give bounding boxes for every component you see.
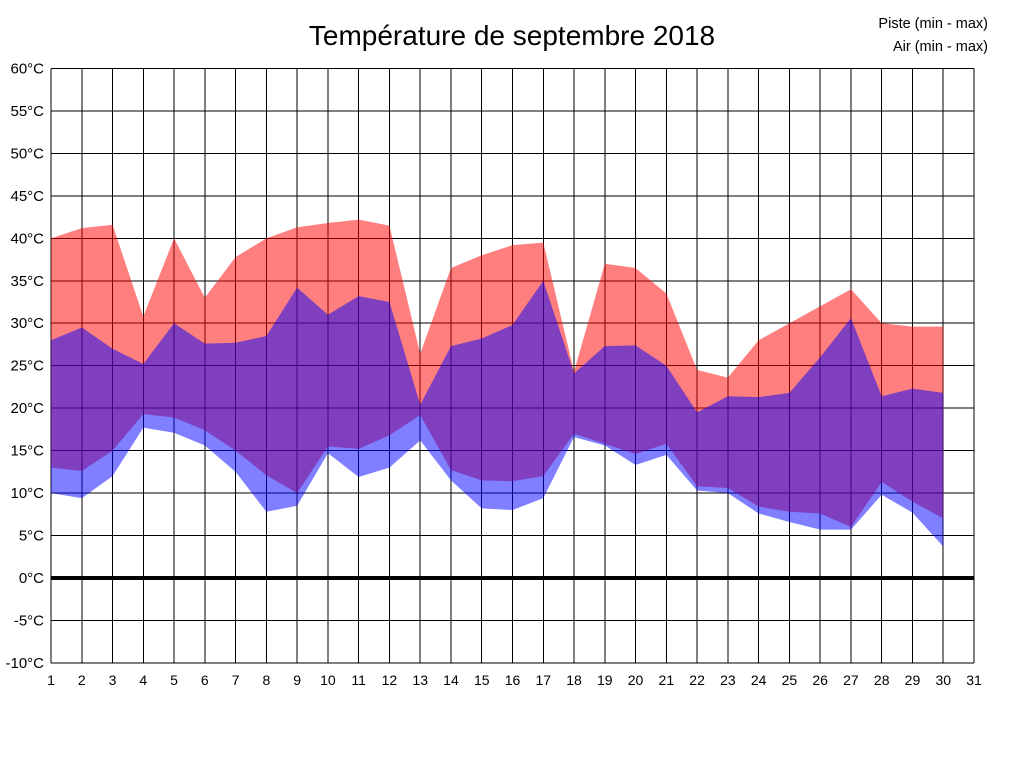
x-tick-label: 29 bbox=[905, 672, 921, 688]
x-tick-label: 23 bbox=[720, 672, 736, 688]
y-tick-label: 55°C bbox=[10, 103, 44, 120]
x-tick-label: 5 bbox=[170, 672, 178, 688]
x-tick-label: 1 bbox=[47, 672, 55, 688]
x-tick-label: 2 bbox=[78, 672, 86, 688]
x-tick-label: 26 bbox=[812, 672, 828, 688]
y-tick-label: 0°C bbox=[19, 570, 44, 587]
y-tick-label: 60°C bbox=[10, 61, 44, 78]
y-tick-label: 10°C bbox=[10, 485, 44, 502]
x-tick-label: 27 bbox=[843, 672, 859, 688]
y-tick-label: 35°C bbox=[10, 273, 44, 290]
x-tick-label: 19 bbox=[597, 672, 613, 688]
x-tick-label: 12 bbox=[382, 672, 398, 688]
plot-area: 60°C55°C50°C45°C40°C35°C30°C25°C20°C15°C… bbox=[5, 61, 982, 688]
y-tick-label: 50°C bbox=[10, 145, 44, 162]
legend-item-air: Air (min - max) bbox=[893, 39, 988, 55]
air-minmax-band bbox=[51, 280, 944, 547]
x-tick-label: 8 bbox=[262, 672, 270, 688]
y-tick-label: -5°C bbox=[14, 612, 44, 629]
x-tick-label: 14 bbox=[443, 672, 459, 688]
x-tick-label: 11 bbox=[351, 672, 366, 688]
x-tick-label: 4 bbox=[139, 672, 147, 688]
x-tick-label: 30 bbox=[935, 672, 951, 688]
x-tick-label: 28 bbox=[874, 672, 890, 688]
x-tick-label: 10 bbox=[320, 672, 336, 688]
y-tick-label: 15°C bbox=[10, 443, 44, 460]
x-tick-label: 18 bbox=[566, 672, 582, 688]
x-tick-label: 15 bbox=[474, 672, 490, 688]
x-tick-label: 21 bbox=[659, 672, 675, 688]
x-tick-label: 3 bbox=[109, 672, 117, 688]
x-tick-label: 20 bbox=[628, 672, 644, 688]
chart-title: Température de septembre 2018 bbox=[309, 20, 715, 51]
y-tick-label: 40°C bbox=[10, 230, 44, 247]
x-tick-label: 22 bbox=[689, 672, 705, 688]
x-tick-label: 13 bbox=[412, 672, 428, 688]
y-tick-label: 25°C bbox=[10, 358, 44, 375]
y-tick-label: 45°C bbox=[10, 188, 44, 205]
x-tick-label: 31 bbox=[966, 672, 982, 688]
x-tick-label: 17 bbox=[535, 672, 551, 688]
x-tick-label: 6 bbox=[201, 672, 209, 688]
x-tick-label: 25 bbox=[782, 672, 798, 688]
y-tick-label: 20°C bbox=[10, 400, 44, 417]
legend-item-piste: Piste (min - max) bbox=[878, 16, 988, 32]
y-tick-label: -10°C bbox=[5, 655, 44, 672]
x-tick-label: 24 bbox=[751, 672, 767, 688]
x-tick-label: 9 bbox=[293, 672, 301, 688]
y-tick-label: 5°C bbox=[19, 528, 44, 545]
x-tick-label: 16 bbox=[505, 672, 521, 688]
y-tick-label: 30°C bbox=[10, 315, 44, 332]
x-tick-label: 7 bbox=[232, 672, 240, 688]
